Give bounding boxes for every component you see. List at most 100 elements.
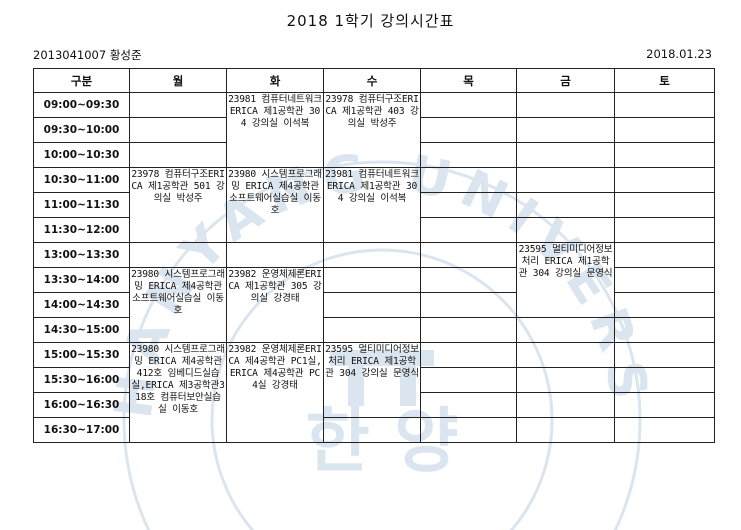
time-slot: 16:00~16:30 [33, 392, 130, 418]
class-info: 23978 컴퓨터구조ERICA 제1공학관 403 강의실 박성주 [325, 94, 419, 129]
empty-cell [420, 367, 517, 393]
class-cell: 23981 컴퓨터네트워크 ERICA 제1공학관 304 강의실 이석복 [226, 92, 324, 168]
empty-cell [516, 117, 615, 143]
issue-date: 2018.01.23 [646, 47, 712, 61]
col-header-thu: 목 [420, 68, 517, 93]
class-cell: 23982 운영체제론ERICA 제4공학관 PC1실,ERICA 제4공학관 … [226, 342, 324, 443]
time-slot: 15:00~15:30 [33, 342, 130, 368]
empty-cell [516, 367, 615, 393]
empty-cell [516, 192, 615, 218]
col-header-category: 구분 [33, 68, 130, 93]
class-cell: 23980 시스템프로그래밍 ERICA 제4공학관 412호 임베디드실습실,… [129, 342, 227, 443]
empty-cell [420, 392, 517, 418]
class-info: 23980 시스템프로그래밍 ERICA 제4공학관 소프트웨어실습실 이동호 [131, 269, 225, 316]
class-info: 23595 멀티미디어정보처리 ERICA 제1공학관 304 강의실 문영식 [518, 244, 613, 279]
class-info: 23981 컴퓨터네트워크 ERICA 제1공학관 304 강의실 이석복 [325, 169, 419, 204]
class-cell: 23980 시스템프로그래밍 ERICA 제4공학관 소프트웨어실습실 이동호 [129, 267, 227, 343]
empty-cell [614, 367, 715, 393]
table-row: 10:30~11:00 23978 컴퓨터구조ERICA 제1공학관 501 강… [33, 167, 715, 243]
class-cell: 23981 컴퓨터네트워크 ERICA 제1공학관 304 강의실 이석복 [323, 167, 421, 243]
empty-cell [129, 242, 227, 268]
empty-cell [516, 92, 615, 118]
empty-cell [420, 217, 517, 243]
table-row: 15:00~15:30 23980 시스템프로그래밍 ERICA 제4공학관 4… [33, 342, 715, 443]
empty-cell [420, 317, 517, 343]
class-info: 23980 시스템프로그래밍 ERICA 제4공학관 412호 임베디드실습실,… [131, 344, 225, 415]
empty-cell [614, 117, 715, 143]
empty-cell [323, 242, 421, 268]
empty-cell [516, 342, 615, 368]
time-slot: 10:30~11:00 [33, 167, 130, 193]
empty-cell [614, 167, 715, 193]
time-slot: 10:00~10:30 [33, 142, 130, 168]
empty-cell [614, 392, 715, 418]
empty-cell [420, 92, 517, 118]
empty-cell [614, 142, 715, 168]
student-info: 2013041007 황성준 [33, 48, 142, 62]
empty-cell [614, 267, 715, 293]
empty-cell [420, 192, 517, 218]
time-slot: 14:30~15:00 [33, 317, 130, 343]
table-row: 13:30~14:00 23980 시스템프로그래밍 ERICA 제4공학관 소… [33, 267, 715, 343]
empty-cell [614, 342, 715, 368]
time-slot: 11:00~11:30 [33, 192, 130, 218]
page-title: 2018 1학기 강의시간표 [286, 12, 455, 30]
timetable: 구분 월 화 수 목 금 토 09:00~09:30 23981 컴퓨터네트워크… [33, 68, 715, 443]
table-row: 13:00~13:30 23595 멀티미디어정보처리 ERICA 제1공학관 … [33, 242, 715, 318]
empty-cell [226, 242, 324, 268]
empty-cell [516, 392, 615, 418]
class-info: 23595 멀티미디어정보처리 ERICA 제1공학관 304 강의실 문영식 [325, 344, 419, 379]
col-header-sat: 토 [614, 68, 715, 93]
empty-cell [516, 167, 615, 193]
class-info: 23982 운영체제론ERICA 제4공학관 PC1실,ERICA 제4공학관 … [228, 344, 322, 391]
empty-cell [129, 142, 227, 168]
empty-cell [420, 242, 517, 268]
empty-cell [516, 417, 615, 443]
class-cell: 23595 멀티미디어정보처리 ERICA 제1공학관 304 강의실 문영식 [323, 342, 421, 418]
empty-cell [323, 317, 421, 343]
class-info: 23982 운영체제론ERICA 제1공학관 305 강의실 강경태 [228, 269, 322, 304]
empty-cell [420, 342, 517, 368]
time-slot: 16:30~17:00 [33, 417, 130, 443]
class-info: 23981 컴퓨터네트워크 ERICA 제1공학관 304 강의실 이석복 [228, 94, 322, 129]
header-row: 구분 월 화 수 목 금 토 [33, 68, 715, 93]
empty-cell [420, 292, 517, 318]
table-row: 14:00~14:30 [33, 292, 715, 318]
table-row: 14:30~15:00 [33, 317, 715, 343]
empty-cell [420, 142, 517, 168]
empty-cell [614, 92, 715, 118]
empty-cell [129, 117, 227, 143]
class-cell: 23978 컴퓨터구조ERICA 제1공학관 403 강의실 박성주 [323, 92, 421, 168]
table-row: 16:30~17:00 [33, 417, 715, 443]
class-cell: 23595 멀티미디어정보처리 ERICA 제1공학관 304 강의실 문영식 [516, 242, 615, 318]
time-slot: 13:30~14:00 [33, 267, 130, 293]
empty-cell [614, 242, 715, 268]
empty-cell [516, 317, 615, 343]
class-info: 23980 시스템프로그래밍 ERICA 제4공학관 소프트웨어실습실 이동호 [228, 169, 322, 216]
time-slot: 11:30~12:00 [33, 217, 130, 243]
table-row: 11:30~12:00 [33, 217, 715, 243]
empty-cell [420, 417, 517, 443]
table-row: 11:00~11:30 [33, 192, 715, 218]
empty-cell [323, 417, 421, 443]
class-cell: 23978 컴퓨터구조ERICA 제1공학관 501 강의실 박성주 [129, 167, 227, 243]
class-info: 23978 컴퓨터구조ERICA 제1공학관 501 강의실 박성주 [131, 169, 225, 204]
time-slot: 14:00~14:30 [33, 292, 130, 318]
time-slot: 13:00~13:30 [33, 242, 130, 268]
col-header-wed: 수 [323, 68, 421, 93]
empty-cell [614, 292, 715, 318]
empty-cell [614, 192, 715, 218]
time-slot: 09:00~09:30 [33, 92, 130, 118]
empty-cell [129, 92, 227, 118]
empty-cell [420, 117, 517, 143]
empty-cell [323, 267, 421, 293]
col-header-mon: 월 [129, 68, 227, 93]
time-slot: 09:30~10:00 [33, 117, 130, 143]
empty-cell [614, 317, 715, 343]
time-slot: 15:30~16:00 [33, 367, 130, 393]
empty-cell [516, 217, 615, 243]
empty-cell [516, 142, 615, 168]
empty-cell [614, 217, 715, 243]
empty-cell [420, 167, 517, 193]
col-header-fri: 금 [516, 68, 615, 93]
